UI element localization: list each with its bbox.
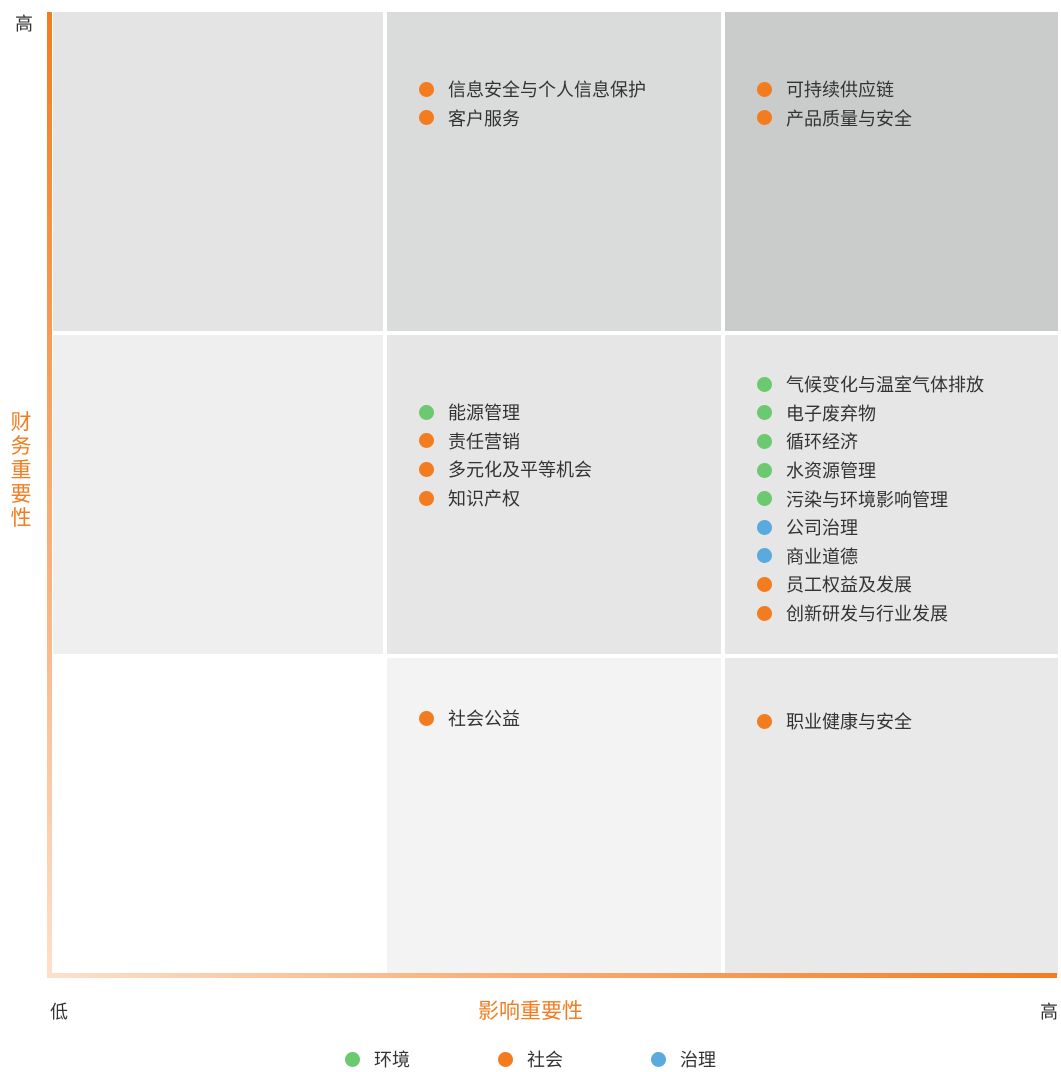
topic-item: 能源管理 <box>419 398 721 427</box>
cell-low-fin-low-impact <box>53 658 383 975</box>
topic-item: 客户服务 <box>419 104 721 133</box>
materiality-matrix: 信息安全与个人信息保护 客户服务 可持续供应链 产品质量与安全 能源管理责任营销多元… <box>53 12 1058 975</box>
legend-label: 社会 <box>527 1050 563 1071</box>
legend-item-environment: 环境 <box>345 1046 410 1072</box>
governance-dot-icon <box>757 519 772 535</box>
governance-dot-icon <box>757 548 772 564</box>
social-dot-icon <box>419 461 434 477</box>
social-dot-icon <box>419 110 434 126</box>
y-axis-title: 财务重要性 <box>10 410 32 530</box>
topic-label: 循环经济 <box>786 432 858 454</box>
topic-item: 产品质量与安全 <box>757 104 1058 133</box>
social-dot-icon <box>757 713 772 729</box>
social-dot-icon <box>419 433 434 449</box>
social-dot-icon <box>757 110 772 126</box>
topic-label: 信息安全与个人信息保护 <box>448 80 646 102</box>
social-dot-icon <box>498 1051 513 1067</box>
x-axis-title: 影响重要性 <box>478 999 583 1023</box>
topic-label: 员工权益及发展 <box>786 575 912 597</box>
topic-item: 电子废弃物 <box>757 399 1058 428</box>
environment-dot-icon <box>419 404 434 420</box>
environment-dot-icon <box>757 405 772 421</box>
governance-dot-icon <box>651 1051 666 1067</box>
cell-mid-fin-high-impact: 气候变化与温室气体排放 电子废弃物循环经济水资源管理污染与环境影响管理 公司治理商业… <box>725 335 1058 654</box>
social-dot-icon <box>419 710 434 726</box>
environment-dot-icon <box>757 376 772 392</box>
environment-dot-icon <box>345 1051 360 1067</box>
topic-label: 商业道德 <box>786 546 858 568</box>
topic-item: 商业道德 <box>757 542 1058 571</box>
cell-low-fin-mid-impact: 社会公益 <box>387 658 721 975</box>
topic-item: 可持续供应链 <box>757 75 1058 104</box>
cell-high-fin-mid-impact: 信息安全与个人信息保护 客户服务 <box>387 12 721 331</box>
legend-label: 治理 <box>680 1050 716 1071</box>
x-axis-line <box>47 973 1057 978</box>
topic-label: 知识产权 <box>448 489 520 511</box>
topic-item: 气候变化与温室气体排放 <box>757 370 1058 399</box>
topic-item: 公司治理 <box>757 513 1058 542</box>
social-dot-icon <box>419 81 434 97</box>
topic-item: 循环经济 <box>757 427 1058 456</box>
cell-mid-fin-mid-impact: 能源管理责任营销多元化及平等机会 知识产权 <box>387 335 721 654</box>
topic-label: 多元化及平等机会 <box>448 460 592 482</box>
legend-label: 环境 <box>374 1050 410 1071</box>
x-axis-high-label: 高 <box>1040 1002 1058 1023</box>
y-axis-line <box>47 12 52 978</box>
topic-item: 社会公益 <box>419 704 721 733</box>
topic-label: 污染与环境影响管理 <box>786 489 948 511</box>
topic-item: 创新研发与行业发展 <box>757 599 1058 628</box>
topic-item: 污染与环境影响管理 <box>757 484 1058 513</box>
topic-item: 知识产权 <box>419 484 721 513</box>
environment-dot-icon <box>757 433 772 449</box>
social-dot-icon <box>757 81 772 97</box>
environment-dot-icon <box>757 462 772 478</box>
topic-label: 可持续供应链 <box>786 80 894 102</box>
topic-label: 能源管理 <box>448 403 520 425</box>
legend-item-social: 社会 <box>498 1046 563 1072</box>
topic-item: 多元化及平等机会 <box>419 455 721 484</box>
social-dot-icon <box>419 490 434 506</box>
topic-label: 产品质量与安全 <box>786 108 912 130</box>
topic-label: 责任营销 <box>448 431 520 453</box>
topic-item: 员工权益及发展 <box>757 570 1058 599</box>
social-dot-icon <box>757 605 772 621</box>
topic-label: 创新研发与行业发展 <box>786 604 948 626</box>
y-axis-high-label: 高 <box>15 14 33 35</box>
social-dot-icon <box>757 576 772 592</box>
topic-item: 职业健康与安全 <box>757 707 1058 736</box>
legend-item-governance: 治理 <box>651 1046 716 1072</box>
topic-label: 公司治理 <box>786 518 858 540</box>
legend: 环境 社会 治理 <box>0 1046 1061 1072</box>
topic-item: 信息安全与个人信息保护 <box>419 75 721 104</box>
topic-label: 社会公益 <box>448 709 520 731</box>
cell-mid-fin-low-impact <box>53 335 383 654</box>
x-axis-low-label: 低 <box>50 1002 68 1023</box>
topic-label: 职业健康与安全 <box>786 712 912 734</box>
topic-label: 气候变化与温室气体排放 <box>786 375 984 397</box>
cell-low-fin-high-impact: 职业健康与安全 <box>725 658 1058 975</box>
topic-item: 责任营销 <box>419 427 721 456</box>
topic-label: 水资源管理 <box>786 461 876 483</box>
cell-high-fin-high-impact: 可持续供应链 产品质量与安全 <box>725 12 1058 331</box>
topic-label: 电子废弃物 <box>786 403 876 425</box>
topic-item: 水资源管理 <box>757 456 1058 485</box>
topic-label: 客户服务 <box>448 108 520 130</box>
environment-dot-icon <box>757 491 772 507</box>
cell-high-fin-low-impact <box>53 12 383 331</box>
